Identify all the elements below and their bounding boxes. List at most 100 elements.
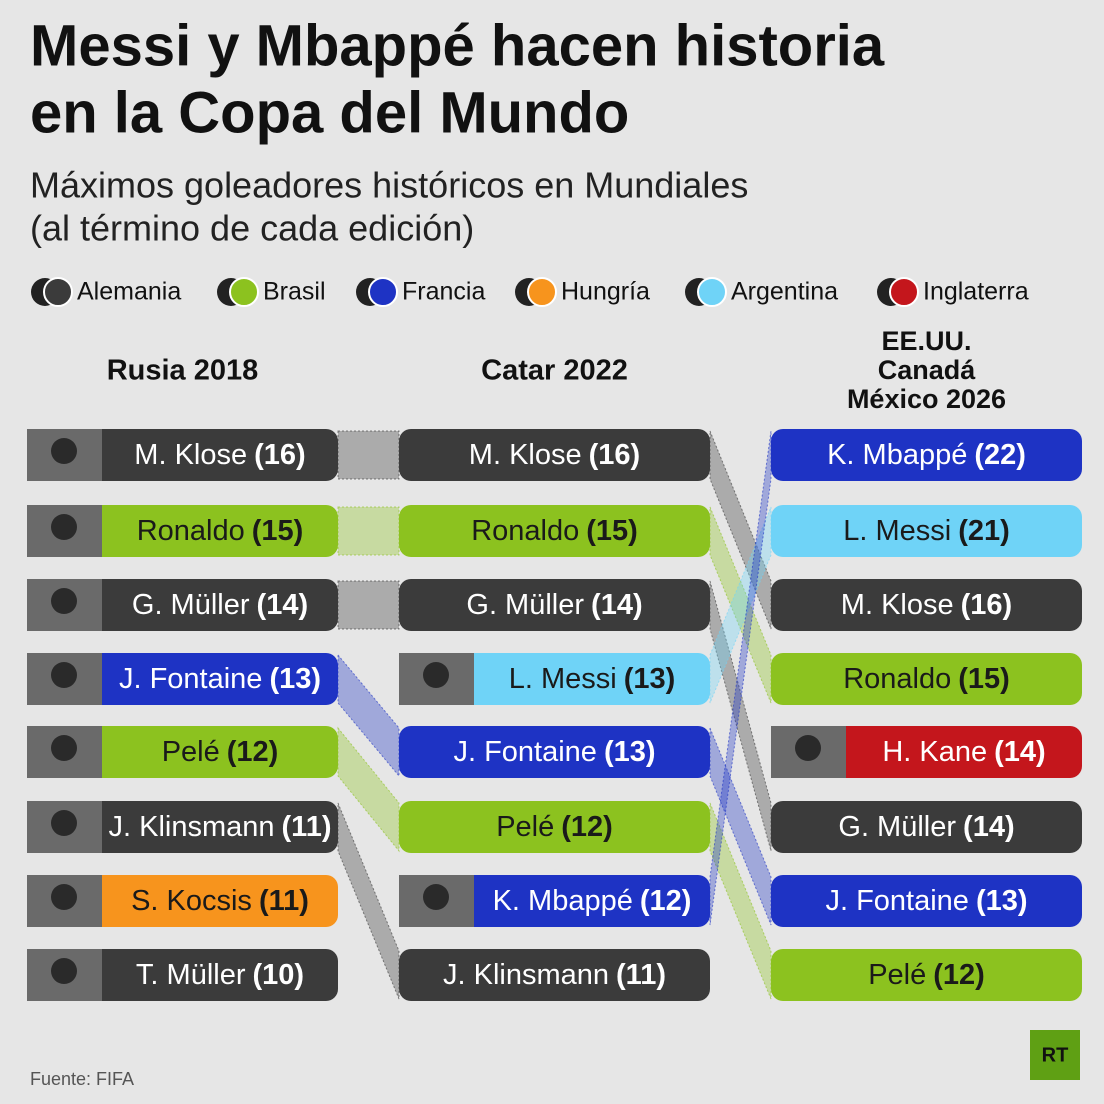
portrait-head bbox=[51, 735, 77, 761]
entry-label: J. Fontaine (13) bbox=[825, 885, 1027, 917]
entry-bar bbox=[771, 801, 1082, 853]
entry-bar bbox=[399, 801, 710, 853]
player-goals: (13) bbox=[976, 885, 1028, 917]
ribbon bbox=[709, 727, 772, 926]
entry-label: J. Klinsmann (11) bbox=[443, 959, 666, 991]
entry-bar bbox=[771, 429, 1082, 481]
portrait-head bbox=[51, 662, 77, 688]
column-title: Rusia 2018 bbox=[107, 355, 259, 387]
player-name: L. Messi bbox=[509, 663, 617, 695]
player-name: Pelé bbox=[868, 959, 926, 991]
portrait-head bbox=[51, 588, 77, 614]
player-name: G. Müller bbox=[838, 811, 956, 843]
entry-label: L. Messi (21) bbox=[843, 515, 1010, 547]
player-goals: (10) bbox=[253, 959, 305, 991]
entry-label: Ronaldo (15) bbox=[843, 663, 1010, 695]
entry-label: J. Fontaine (13) bbox=[119, 663, 321, 695]
entry-bar bbox=[771, 875, 1082, 927]
entry-label: J. Fontaine (13) bbox=[453, 736, 655, 768]
entry-label: K. Mbappé (22) bbox=[827, 439, 1026, 471]
entry-bar bbox=[771, 505, 1082, 557]
column-title: EE.UU. bbox=[881, 326, 971, 356]
legend-icon bbox=[43, 277, 73, 307]
portrait-head bbox=[51, 810, 77, 836]
player-goals: (13) bbox=[604, 736, 656, 768]
entry-bar bbox=[771, 653, 1082, 705]
player-goals: (15) bbox=[958, 663, 1010, 695]
player-goals: (12) bbox=[640, 885, 692, 917]
legend-icon bbox=[697, 277, 727, 307]
entry-bar bbox=[771, 949, 1082, 1001]
logo: RT bbox=[1042, 1044, 1069, 1066]
player-goals: (12) bbox=[933, 959, 985, 991]
player-goals: (14) bbox=[257, 589, 309, 621]
entry-label: G. Müller (14) bbox=[838, 811, 1014, 843]
player-name: Ronaldo bbox=[471, 515, 579, 547]
player-name: M. Klose bbox=[841, 589, 954, 621]
title-line: en la Copa del Mundo bbox=[30, 80, 629, 145]
player-goals: (13) bbox=[269, 663, 321, 695]
portrait-head bbox=[423, 662, 449, 688]
entry-label: Pelé (12) bbox=[496, 811, 613, 843]
entry-bar bbox=[399, 429, 710, 481]
player-goals: (12) bbox=[561, 811, 613, 843]
legend-icon bbox=[368, 277, 398, 307]
entry-label: Pelé (12) bbox=[162, 736, 279, 768]
entry-bar bbox=[27, 949, 338, 1001]
entry-bar bbox=[771, 579, 1082, 631]
player-name: J. Fontaine bbox=[119, 663, 262, 695]
legend-icon bbox=[889, 277, 919, 307]
entry-bar bbox=[27, 429, 338, 481]
entry-bar bbox=[27, 653, 338, 705]
player-goals: (16) bbox=[589, 439, 641, 471]
ribbon bbox=[337, 580, 400, 630]
portrait-head bbox=[51, 884, 77, 910]
player-goals: (21) bbox=[958, 515, 1010, 547]
player-name: Pelé bbox=[496, 811, 554, 843]
entry-label: Ronaldo (15) bbox=[471, 515, 638, 547]
ribbons bbox=[337, 430, 772, 1000]
entry-label: S. Kocsis (11) bbox=[131, 885, 309, 917]
source: Fuente: FIFA bbox=[30, 1069, 134, 1089]
ribbon bbox=[709, 430, 772, 630]
entry-label: J. Klinsmann (11) bbox=[109, 811, 332, 843]
entry-label: T. Müller (10) bbox=[136, 959, 304, 991]
ribbon bbox=[337, 506, 400, 556]
entry-label: M. Klose (16) bbox=[469, 439, 640, 471]
player-goals: (16) bbox=[961, 589, 1013, 621]
column-title: Canadá bbox=[878, 355, 977, 385]
entry-label: G. Müller (14) bbox=[466, 589, 642, 621]
entry-bar bbox=[27, 801, 338, 853]
column-title: Catar 2022 bbox=[481, 355, 628, 387]
portrait-head bbox=[51, 438, 77, 464]
player-goals: (16) bbox=[254, 439, 306, 471]
column-title: México 2026 bbox=[847, 384, 1006, 414]
player-name: M. Klose bbox=[469, 439, 582, 471]
entry-bar bbox=[399, 726, 710, 778]
player-goals: (15) bbox=[252, 515, 304, 547]
player-goals: (11) bbox=[259, 885, 309, 917]
player-goals: (14) bbox=[591, 589, 643, 621]
entry-label: G. Müller (14) bbox=[132, 589, 308, 621]
player-goals: (13) bbox=[624, 663, 676, 695]
entry-label: M. Klose (16) bbox=[841, 589, 1012, 621]
player-goals: (14) bbox=[963, 811, 1015, 843]
ribbon bbox=[337, 653, 400, 778]
player-goals: (12) bbox=[227, 736, 279, 768]
subtitle-line: Máximos goleadores históricos en Mundial… bbox=[30, 165, 748, 206]
entry-bar bbox=[27, 505, 338, 557]
entry-bar bbox=[27, 726, 338, 778]
entry-bar bbox=[771, 726, 1082, 778]
player-name: G. Müller bbox=[466, 589, 584, 621]
player-name: J. Klinsmann bbox=[109, 811, 275, 843]
entry-bar bbox=[399, 505, 710, 557]
player-name: K. Mbappé bbox=[827, 439, 967, 471]
player-name: H. Kane bbox=[882, 736, 987, 768]
player-name: K. Mbappé bbox=[493, 885, 633, 917]
legend-label: Argentina bbox=[731, 278, 838, 306]
player-name: Ronaldo bbox=[843, 663, 951, 695]
subtitle-line: (al término de cada edición) bbox=[30, 208, 474, 249]
entry-label: M. Klose (16) bbox=[134, 439, 305, 471]
player-name: S. Kocsis bbox=[131, 885, 252, 917]
